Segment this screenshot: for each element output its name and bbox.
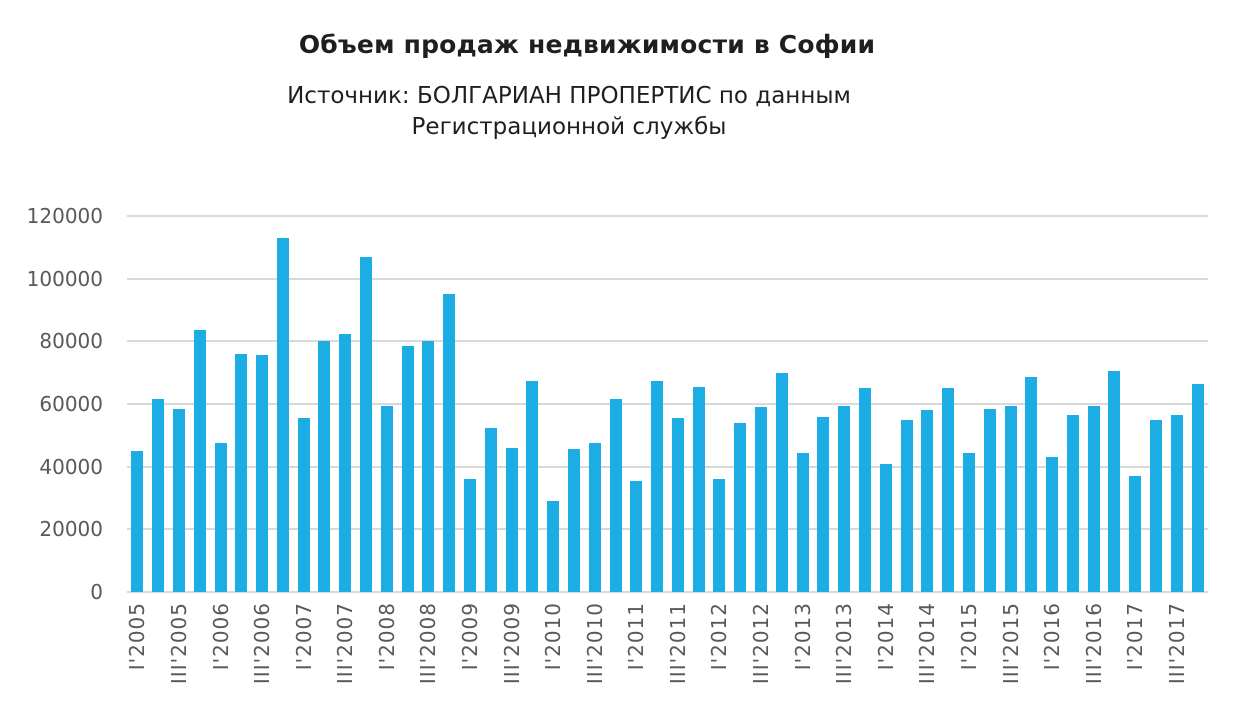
bar	[1046, 457, 1059, 592]
bar	[318, 341, 331, 592]
bar	[505, 447, 518, 592]
bar	[838, 405, 851, 592]
bar	[588, 443, 601, 592]
chart-subtitle-line-1: Источник: БОЛГАРИАН ПРОПЕРТИС по данным	[287, 83, 851, 109]
bar	[942, 388, 955, 592]
x-tick-label: I'2006	[208, 602, 233, 671]
y-tick-label: 20000	[39, 517, 103, 542]
y-tick-label: 60000	[39, 392, 103, 416]
x-tick-label: I'2017	[1123, 602, 1148, 671]
bar	[297, 418, 310, 592]
x-tick-label: I'2011	[624, 602, 649, 671]
bar	[817, 416, 830, 592]
bar	[671, 418, 684, 592]
bar	[651, 380, 664, 592]
y-tick-label: 100000	[26, 266, 103, 291]
x-tick-label: I'2013	[790, 602, 815, 671]
gridline	[127, 215, 1208, 217]
bar	[1066, 414, 1079, 592]
x-tick-label: I'2005	[125, 602, 150, 671]
bar	[755, 407, 768, 592]
x-tick-label: III'2013	[832, 602, 857, 685]
bar	[1129, 476, 1142, 592]
x-tick-label: III'2008	[416, 602, 441, 685]
bar	[692, 386, 705, 592]
y-tick-label: 80000	[39, 329, 103, 354]
bar	[962, 452, 975, 592]
y-tick-label: 120000	[26, 204, 103, 228]
bar	[422, 341, 435, 592]
bar	[526, 380, 539, 592]
x-tick-label: III'2016	[1081, 602, 1106, 685]
x-tick-label: I'2007	[291, 602, 316, 671]
bar	[214, 443, 227, 592]
bar	[713, 479, 726, 592]
bar	[1150, 419, 1163, 592]
bar	[1004, 405, 1017, 592]
chart-title: Объем продаж недвижимости в Софии	[298, 30, 876, 59]
bar	[256, 355, 269, 592]
bar	[464, 479, 476, 592]
chart-subtitle-line-2: Регистрационной службы	[411, 114, 727, 140]
gridline	[127, 340, 1208, 343]
bar	[172, 408, 185, 592]
bar	[1025, 377, 1038, 592]
x-tick-label: III'2017	[1164, 602, 1189, 685]
bar	[983, 408, 996, 592]
gridline	[127, 277, 1208, 280]
bar	[900, 419, 913, 592]
bar	[921, 410, 934, 592]
x-tick-label: I'2009	[458, 602, 482, 671]
x-tick-label: I'2012	[707, 602, 732, 671]
x-tick-label: I'2014	[873, 602, 898, 671]
bar	[235, 353, 248, 592]
x-tick-label: I'2016	[1040, 602, 1065, 671]
bar	[630, 480, 643, 592]
x-axis-line	[127, 591, 1208, 593]
bar	[380, 405, 393, 592]
bar	[775, 372, 788, 592]
bar	[734, 422, 747, 592]
bar	[609, 399, 622, 592]
x-tick-label: III'2011	[665, 602, 690, 685]
gridline	[127, 403, 1208, 405]
bar	[443, 294, 456, 592]
x-tick-label: I'2008	[374, 602, 399, 671]
bar	[152, 399, 165, 592]
x-tick-label: I'2010	[541, 602, 566, 671]
bar	[547, 501, 560, 592]
bar	[1170, 414, 1183, 592]
bar	[360, 256, 373, 592]
bar	[858, 388, 871, 592]
x-tick-label: III'2012	[749, 602, 774, 685]
bar	[1191, 383, 1204, 592]
bar	[1087, 405, 1100, 592]
x-tick-label: III'2015	[998, 602, 1023, 685]
bar	[401, 346, 414, 592]
x-tick-label: III'2005	[166, 602, 191, 685]
bar	[339, 333, 352, 592]
bar	[796, 452, 809, 592]
x-tick-label: III'2007	[333, 602, 358, 685]
x-tick-label: III'2006	[250, 602, 275, 685]
y-tick-label: 40000	[39, 454, 103, 479]
bar	[193, 330, 206, 592]
gridline	[127, 528, 1208, 531]
y-tick-label: 0	[90, 580, 103, 604]
bar	[131, 451, 144, 592]
x-tick-label: III'2010	[582, 602, 607, 685]
chart-subtitle: Источник: БОЛГАРИАН ПРОПЕРТИС по данным …	[0, 81, 1138, 143]
x-tick-label: III'2014	[915, 602, 940, 685]
bar	[879, 463, 892, 592]
x-tick-label: III'2009	[499, 602, 524, 685]
bar	[484, 427, 497, 592]
bar	[276, 237, 289, 592]
bar	[567, 449, 580, 592]
bar	[1108, 371, 1121, 592]
gridline	[127, 465, 1208, 468]
x-tick-label: I'2015	[956, 602, 981, 671]
